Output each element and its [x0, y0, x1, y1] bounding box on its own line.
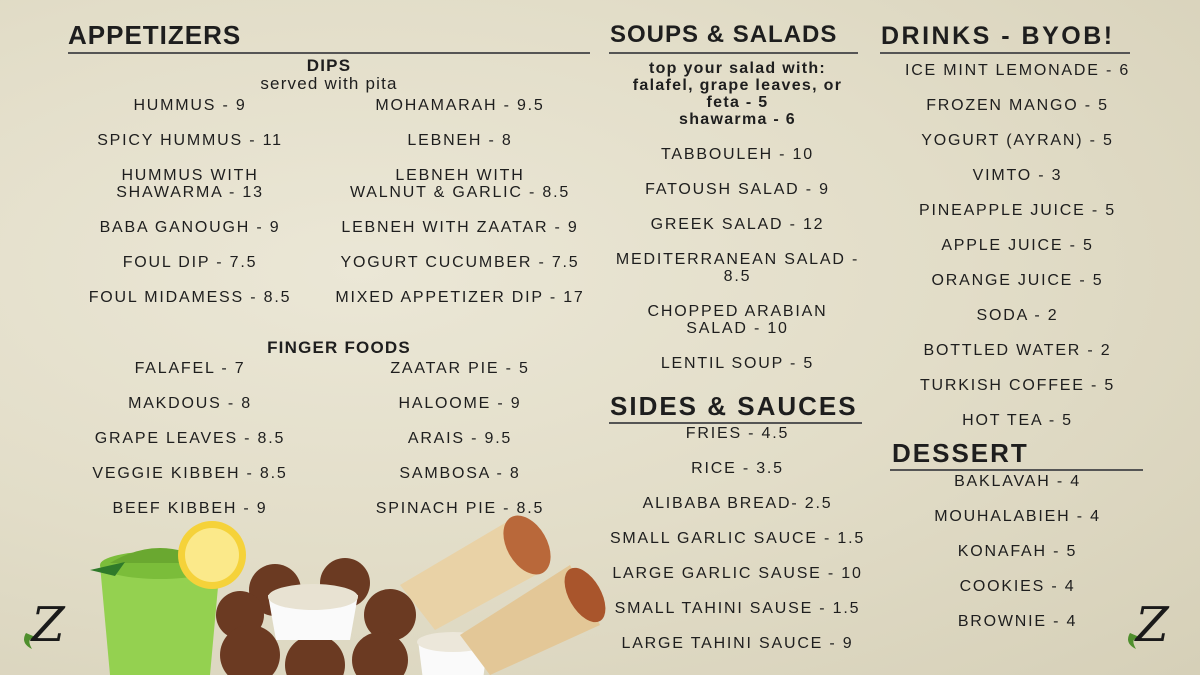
finger-foods-title: FINGER FOODS — [267, 338, 411, 357]
menu-item: BEEF KIBBEH - 9 — [112, 500, 268, 517]
dips-subtitle: served with pita — [260, 74, 398, 93]
menu-item: SAMBOSA - 8 — [399, 465, 521, 482]
menu-item: RICE - 3.5 — [691, 460, 784, 477]
menu-item: BOTTLED WATER - 2 — [923, 342, 1112, 359]
menu-item: LEBNEH - 8 — [407, 132, 513, 149]
soups-list: TABBOULEH - 10 FATOUSH SALAD - 9 GREEK SAL… — [600, 146, 875, 372]
food-photo — [90, 515, 606, 675]
menu-item: SPINACH PIE - 8.5 — [375, 500, 545, 517]
menu-item: FALAFEL - 7 — [134, 360, 246, 377]
restaurant-logo-icon: Z — [24, 597, 66, 653]
menu-item: ORANGE JUICE - 5 — [931, 272, 1104, 289]
soups-title: SOUPS & SALADS — [610, 21, 838, 48]
menu-item: FRIES - 4.5 — [685, 425, 790, 442]
appetizers-title: APPETIZERS — [68, 20, 242, 50]
sides-title: SIDES & SAUCES — [610, 391, 858, 421]
dips-list: HUMMUS - 9 MOHAMARAH - 9.5 SPICY HUMMUS - … — [55, 97, 595, 306]
menu-item: SMALL TAHINI SAUSE - 1.5 — [614, 600, 861, 617]
drinks-list: ICE MINT LEMONADE - 6 FROZEN MANGO - 5 YOG… — [880, 62, 1155, 429]
menu-item: LARGE GARLIC SAUSE - 10 — [612, 565, 863, 582]
salad-topping-note: top your salad with: falafel, grape leav… — [632, 60, 843, 128]
menu-item: ZAATAR PIE - 5 — [390, 360, 530, 377]
finger-foods-list: FALAFEL - 7 ZAATAR PIE - 5 MAKDOUS - 8 HALO… — [55, 360, 595, 517]
menu-item: ARAIS - 9.5 — [407, 430, 513, 447]
menu-item: HOT TEA - 5 — [962, 412, 1073, 429]
menu-item: SMALL GARLIC SAUCE - 1.5 — [609, 530, 866, 547]
menu-item: GREEK SALAD - 12 — [650, 216, 825, 233]
menu-item: ALIBABA BREAD- 2.5 — [642, 495, 833, 512]
menu-item: LENTIL SOUP - 5 — [660, 355, 815, 372]
menu-item: YOGURT CUCUMBER - 7.5 — [340, 254, 580, 271]
divider — [609, 52, 858, 54]
mint-lemonade-icon — [90, 521, 246, 675]
menu-item: HALOOME - 9 — [398, 395, 522, 412]
menu-item: BABA GANOUGH - 9 — [99, 219, 281, 236]
menu-item: FOUL DIP - 7.5 — [122, 254, 258, 271]
dips-title: DIPS — [306, 56, 352, 75]
menu-item: VEGGIE KIBBEH - 8.5 — [92, 465, 288, 482]
dessert-title: DESSERT — [892, 438, 1029, 468]
sauce-cup-icon — [268, 584, 489, 675]
menu-item: LARGE TAHINI SAUCE - 9 — [621, 635, 854, 652]
menu-item: TURKISH COFFEE - 5 — [919, 377, 1116, 394]
menu-item: MIXED APPETIZER DIP - 17 — [335, 289, 585, 306]
svg-text:Z: Z — [1133, 597, 1170, 653]
menu-item: PINEAPPLE JUICE - 5 — [919, 202, 1116, 219]
menu-item: GRAPE LEAVES - 8.5 — [94, 430, 286, 447]
svg-text:Z: Z — [29, 597, 66, 653]
divider — [609, 422, 862, 424]
menu-item: COOKIES - 4 — [959, 578, 1076, 595]
menu-item: VIMTO - 3 — [972, 167, 1063, 184]
menu-item: HUMMUS WITH SHAWARMA - 13 — [116, 167, 264, 201]
menu-item: FROZEN MANGO - 5 — [926, 97, 1109, 114]
divider — [880, 52, 1130, 54]
divider — [890, 469, 1143, 471]
dessert-list: BAKLAVAH - 4 MOUHALABIEH - 4 KONAFAH - 5 CO… — [880, 473, 1155, 630]
menu-item: BROWNIE - 4 — [957, 613, 1078, 630]
sides-list: FRIES - 4.5 RICE - 3.5 ALIBABA BREAD- 2.5 S… — [600, 425, 875, 652]
menu-item: SPICY HUMMUS - 11 — [97, 132, 283, 149]
menu-item: MOUHALABIEH - 4 — [934, 508, 1101, 525]
menu-item: HUMMUS - 9 — [133, 97, 247, 114]
menu-item: ICE MINT LEMONADE - 6 — [904, 62, 1131, 79]
divider — [68, 52, 590, 54]
menu-item: KONAFAH - 5 — [957, 543, 1078, 560]
menu-item: BAKLAVAH - 4 — [954, 473, 1081, 490]
menu-item: MAKDOUS - 8 — [128, 395, 252, 412]
menu-item: TABBOULEH - 10 — [661, 146, 814, 163]
restaurant-logo-icon: Z — [1128, 597, 1170, 653]
menu-item: MOHAMARAH - 9.5 — [375, 97, 545, 114]
menu-item: LEBNEH WITH ZAATAR - 9 — [341, 219, 579, 236]
menu-item: YOGURT (AYRAN) - 5 — [921, 132, 1114, 149]
menu-item: LEBNEH WITH WALNUT & GARLIC - 8.5 — [349, 167, 571, 201]
menu-item: FOUL MIDAMESS - 8.5 — [88, 289, 292, 306]
menu-item: FATOUSH SALAD - 9 — [645, 181, 830, 198]
shawarma-wrap-icon — [400, 515, 606, 675]
menu-item: APPLE JUICE - 5 — [941, 237, 1094, 254]
drinks-title: DRINKS - BYOB! — [881, 22, 1115, 50]
menu-item: CHOPPED ARABIAN SALAD - 10 — [647, 303, 828, 337]
menu-item: MEDITERRANEAN SALAD - 8.5 — [615, 251, 860, 285]
menu-item: SODA - 2 — [976, 307, 1059, 324]
